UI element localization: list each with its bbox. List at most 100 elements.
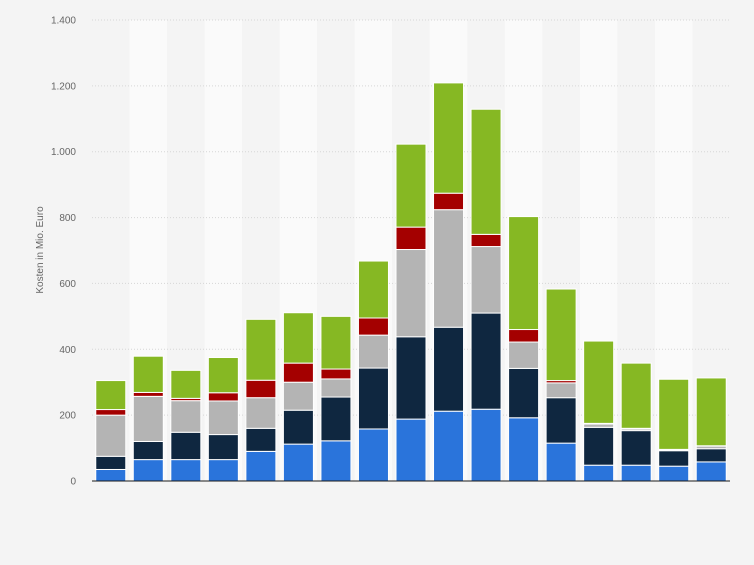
bar-segment	[133, 392, 163, 396]
y-tick-label: 200	[59, 411, 76, 422]
bar-segment	[396, 227, 426, 249]
bar-segment	[96, 410, 126, 416]
bar-segment	[171, 432, 201, 459]
bar-segment	[246, 380, 276, 397]
bar-segment	[696, 462, 726, 481]
bar-stack	[696, 378, 726, 481]
bar-segment	[396, 144, 426, 227]
bar-segment	[246, 319, 276, 380]
bar-segment	[471, 234, 501, 246]
bar-segment	[509, 342, 539, 368]
bar-stack	[246, 319, 276, 481]
bar-stack	[434, 83, 464, 481]
bar-segment	[659, 466, 689, 481]
bar-segment	[133, 460, 163, 481]
bar-segment	[246, 428, 276, 451]
y-tick-label: 600	[59, 279, 76, 290]
bar-segment	[396, 250, 426, 337]
bar-stack	[584, 341, 614, 481]
bar-segment	[621, 431, 651, 466]
bar-stack	[283, 313, 313, 481]
bar-stack	[396, 144, 426, 481]
bar-segment	[208, 401, 238, 435]
bar-segment	[696, 378, 726, 446]
y-tick-label: 1.200	[51, 81, 76, 92]
bar-segment	[133, 396, 163, 441]
bar-segment	[171, 370, 201, 398]
bar-segment	[246, 451, 276, 481]
bar-segment	[546, 383, 576, 398]
bar-stack	[546, 289, 576, 481]
bar-segment	[321, 369, 351, 379]
y-tick-label: 400	[59, 345, 76, 356]
bar-segment	[434, 411, 464, 481]
bar-segment	[283, 444, 313, 481]
bar-stack	[208, 358, 238, 481]
bar-segment	[358, 335, 388, 368]
bar-segment	[509, 418, 539, 481]
bar-segment	[621, 363, 651, 428]
bar-stack	[358, 261, 388, 481]
bar-segment	[283, 382, 313, 410]
bar-segment	[96, 415, 126, 456]
bar-segment	[358, 318, 388, 335]
bar-segment	[208, 358, 238, 393]
bar-segment	[471, 109, 501, 234]
y-tick-label: 800	[59, 213, 76, 224]
bar-segment	[546, 289, 576, 381]
bar-segment	[283, 313, 313, 363]
bar-segment	[133, 356, 163, 392]
bar-segment	[546, 443, 576, 481]
bar-segment	[283, 410, 313, 444]
bar-stack	[509, 217, 539, 481]
bar-stack	[171, 370, 201, 481]
bar-segment	[659, 379, 689, 449]
bar-segment	[696, 449, 726, 462]
bar-segment	[96, 469, 126, 481]
bar-segment	[321, 441, 351, 481]
bar-segment	[621, 465, 651, 481]
bar-stack	[133, 356, 163, 481]
bar-segment	[546, 398, 576, 443]
bar-segment	[509, 330, 539, 343]
bar-segment	[509, 368, 539, 417]
bar-segment	[321, 379, 351, 397]
bar-stack	[321, 316, 351, 481]
bar-segment	[584, 465, 614, 481]
bar-segment	[659, 451, 689, 466]
bar-segment	[246, 398, 276, 429]
bar-stack	[96, 381, 126, 481]
bar-segment	[396, 419, 426, 481]
bar-segment	[96, 381, 126, 410]
bar-segment	[509, 217, 539, 330]
bar-segment	[584, 427, 614, 465]
bar-segment	[208, 460, 238, 481]
bar-segment	[321, 316, 351, 369]
bar-segment	[321, 397, 351, 441]
bar-stack	[471, 109, 501, 481]
bar-segment	[471, 313, 501, 409]
y-tick-label: 1.400	[51, 16, 76, 27]
bar-segment	[434, 83, 464, 193]
y-axis-title: Kosten in Mio. Euro	[35, 206, 46, 294]
bar-segment	[208, 435, 238, 460]
bar-segment	[434, 327, 464, 411]
bar-segment	[358, 429, 388, 481]
bar-segment	[96, 456, 126, 469]
bar-stack	[621, 363, 651, 481]
bar-segment	[133, 441, 163, 459]
bar-segment	[434, 210, 464, 328]
bar-segment	[208, 393, 238, 401]
bar-segment	[471, 409, 501, 481]
bar-segment	[434, 193, 464, 209]
bar-segment	[283, 363, 313, 382]
bar-segment	[171, 460, 201, 481]
bar-segment	[584, 341, 614, 423]
bar-stack	[659, 379, 689, 481]
bar-segment	[358, 261, 388, 318]
bar-segment	[471, 247, 501, 314]
bar-segment	[358, 368, 388, 429]
bar-segment	[171, 401, 201, 433]
